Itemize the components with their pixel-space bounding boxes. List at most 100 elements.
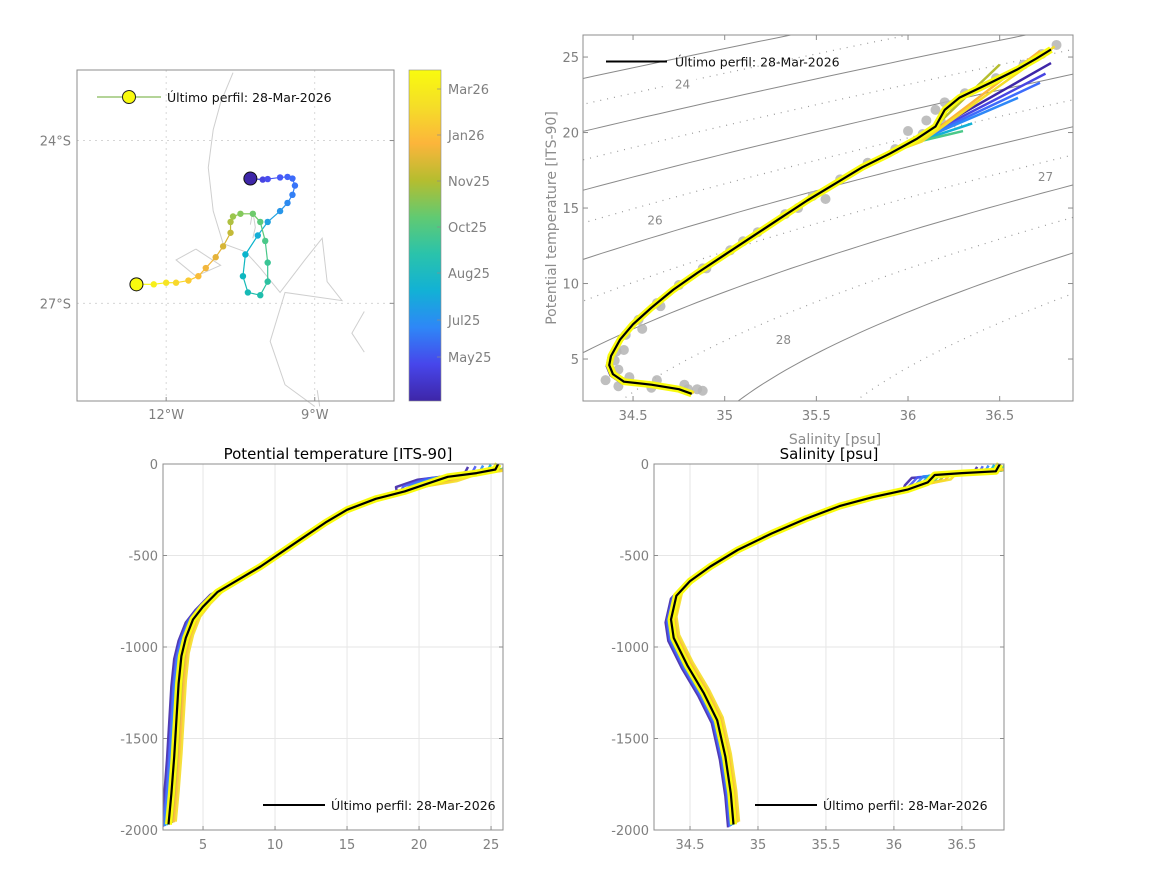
profile-point: [291, 182, 299, 189]
y-tick-label: -1500: [120, 733, 158, 748]
profile-point: [254, 232, 261, 239]
isopycnal-line: [583, 73, 1073, 191]
ts-ticks: 34.5 35 35.5 36 36.5 5 10 15 20 25: [562, 35, 1073, 424]
sal-colored-profiles: [664, 463, 1004, 828]
last-profile-line: [669, 463, 1001, 825]
last-profile-line: [608, 48, 1052, 395]
sal-last-profile: [667, 462, 1003, 825]
salinity-profile-panel: Salinity [psu] 34.5 35 35.5 36 36.5 0 -500 -100…: [611, 445, 1005, 853]
profile-point: [150, 281, 157, 288]
profile-point: [185, 277, 192, 284]
profile-point: [284, 173, 291, 181]
profile-point: [212, 254, 219, 261]
historical-profiles: [600, 39, 1062, 396]
colorbar-tick-label: May25: [448, 351, 491, 366]
historical-point: [697, 385, 708, 396]
ts-profile-line: [606, 72, 1047, 396]
ts-profile-line: [608, 129, 964, 395]
x-tick-label: 9°W: [301, 408, 329, 423]
historical-point: [600, 375, 611, 386]
isopycnal-line: [619, 216, 1073, 401]
profile-line: [174, 469, 503, 822]
isopycnal-label-bg: [1031, 167, 1060, 184]
temp-legend: Último perfil: 28-Mar-2026: [263, 798, 496, 813]
historical-point: [930, 104, 941, 115]
coastline-segment: [316, 390, 321, 407]
isopycnal-label-bg: [641, 211, 670, 228]
trajectory-segment: [242, 254, 247, 277]
trajectory-segment: [244, 235, 259, 255]
trajectory-segment: [259, 221, 266, 242]
ts-profile-line: [607, 96, 1019, 396]
y-tick-label: -2000: [120, 824, 158, 839]
x-tick-label: 15: [339, 838, 356, 853]
profile-point: [237, 210, 244, 217]
historical-point: [820, 193, 831, 204]
colorbar: [408, 69, 442, 402]
float-trajectory: [129, 171, 299, 299]
y-tick-label: 25: [562, 51, 579, 66]
ts-diagram-panel: 24 26 27 28 34.5 35 35.5 36 36.5 5 10 15 20 25 Últim…: [544, 34, 1074, 448]
x-tick-label: 35.5: [802, 409, 831, 424]
last-profile: [605, 46, 1053, 398]
y-tick-label: -500: [619, 550, 649, 565]
profile-point: [264, 175, 271, 183]
isopycnal-line: [583, 184, 1073, 354]
temp-ticks: 5 10 15 20 25 0 -500 -1000 -1500 -2000: [120, 458, 503, 853]
map-legend: Último perfil: 28-Mar-2026: [97, 90, 332, 105]
profile-point: [229, 213, 237, 220]
map-ticks: 12°W 9°W 24°S 27°S: [40, 135, 394, 423]
isopycnal-label: 24: [675, 78, 690, 92]
profile-point: [195, 272, 202, 280]
profile-point: [162, 279, 170, 286]
y-tick-label: -1000: [611, 641, 649, 656]
x-tick-label: 35: [716, 409, 733, 424]
map-grid: [77, 70, 394, 401]
sal-ticks: 34.5 35 35.5 36 36.5 0 -500 -1000 -1500 -2000: [611, 458, 1004, 853]
historical-point: [903, 126, 914, 137]
coastline-segment: [249, 210, 256, 239]
ts-xlabel: Salinity [psu]: [789, 432, 881, 448]
profile-line: [667, 464, 990, 827]
profile-point: [276, 174, 284, 181]
colored-profiles: [605, 45, 1056, 397]
y-tick-label: 5: [571, 353, 579, 368]
isopycnal-label: 27: [1038, 170, 1053, 184]
first-profile-marker: [243, 171, 258, 186]
y-tick-label: 0: [641, 458, 649, 473]
map-panel: 12°W 9°W 24°S 27°S Último perfil: 28-Mar-20…: [40, 69, 491, 423]
historical-point: [637, 323, 648, 334]
profile-point: [227, 218, 234, 226]
profile-point: [244, 289, 252, 296]
x-tick-label: 5: [199, 838, 207, 853]
y-tick-label: -500: [128, 550, 158, 565]
colorbar-tick-label: Aug25: [448, 267, 490, 282]
sal-grid: [654, 463, 1004, 831]
isopycnal-label: 26: [647, 214, 662, 228]
profile-point: [259, 176, 266, 183]
profile-point: [257, 291, 264, 299]
sal-profile-title: Salinity [psu]: [780, 445, 879, 463]
profile-point: [264, 259, 271, 266]
profile-point: [262, 237, 269, 245]
historical-point: [618, 344, 629, 355]
temperature-profile-panel: Potential temperature [ITS-90] 5 10 15 20 25…: [120, 445, 504, 853]
profile-point: [257, 218, 264, 226]
y-tick-label: 20: [562, 127, 579, 142]
x-tick-label: 36: [886, 838, 903, 853]
isopycnal-label: 28: [776, 333, 791, 347]
last-profile-marker: [129, 277, 144, 292]
y-tick-label: 0: [150, 458, 158, 473]
ts-ylabel: Potential temperature [ITS-90]: [544, 111, 560, 325]
temp-colored-profiles: [163, 463, 503, 827]
x-tick-label: 20: [411, 838, 428, 853]
profile-point: [172, 279, 180, 286]
colorbar-tick-label: Jan26: [447, 129, 485, 144]
trajectory-segment: [264, 240, 269, 263]
historical-point: [921, 115, 932, 126]
colorbar-tick-label: Mar26: [448, 83, 489, 98]
profile-line: [163, 465, 477, 827]
y-tick-label: 27°S: [40, 297, 71, 312]
coastline-segment: [207, 72, 344, 407]
